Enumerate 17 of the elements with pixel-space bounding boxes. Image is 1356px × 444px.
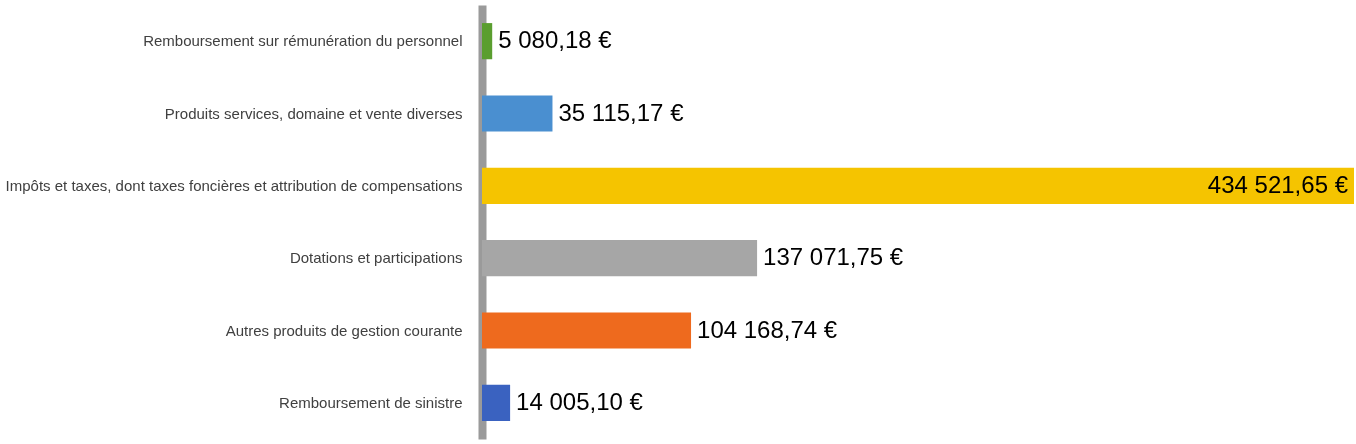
data-label: 434 521,65 € (1207, 170, 1349, 198)
data-label: 104 168,74 € (697, 315, 838, 343)
bar (482, 23, 493, 60)
bar (482, 167, 1354, 204)
bar (482, 95, 553, 132)
bar (482, 384, 511, 421)
bar (482, 312, 692, 349)
data-label: 5 080,18 € (498, 26, 613, 54)
data-label: 137 071,75 € (763, 243, 904, 271)
y-tick-label: Dotations et participations (289, 249, 463, 267)
y-tick-label: Remboursement de sinistre (279, 393, 463, 411)
y-tick-label: Remboursement sur rémunération du personnel (143, 32, 463, 50)
data-label: 35 115,17 € (558, 98, 685, 126)
y-tick-label: Produits services, domaine et vente diverses (164, 104, 463, 122)
data-label: 14 005,10 € (516, 387, 644, 415)
y-tick-label: Impôts et taxes, dont taxes foncières et attribution de compensations (5, 176, 463, 194)
y-tick-label: Autres produits de gestion courante (225, 321, 463, 339)
